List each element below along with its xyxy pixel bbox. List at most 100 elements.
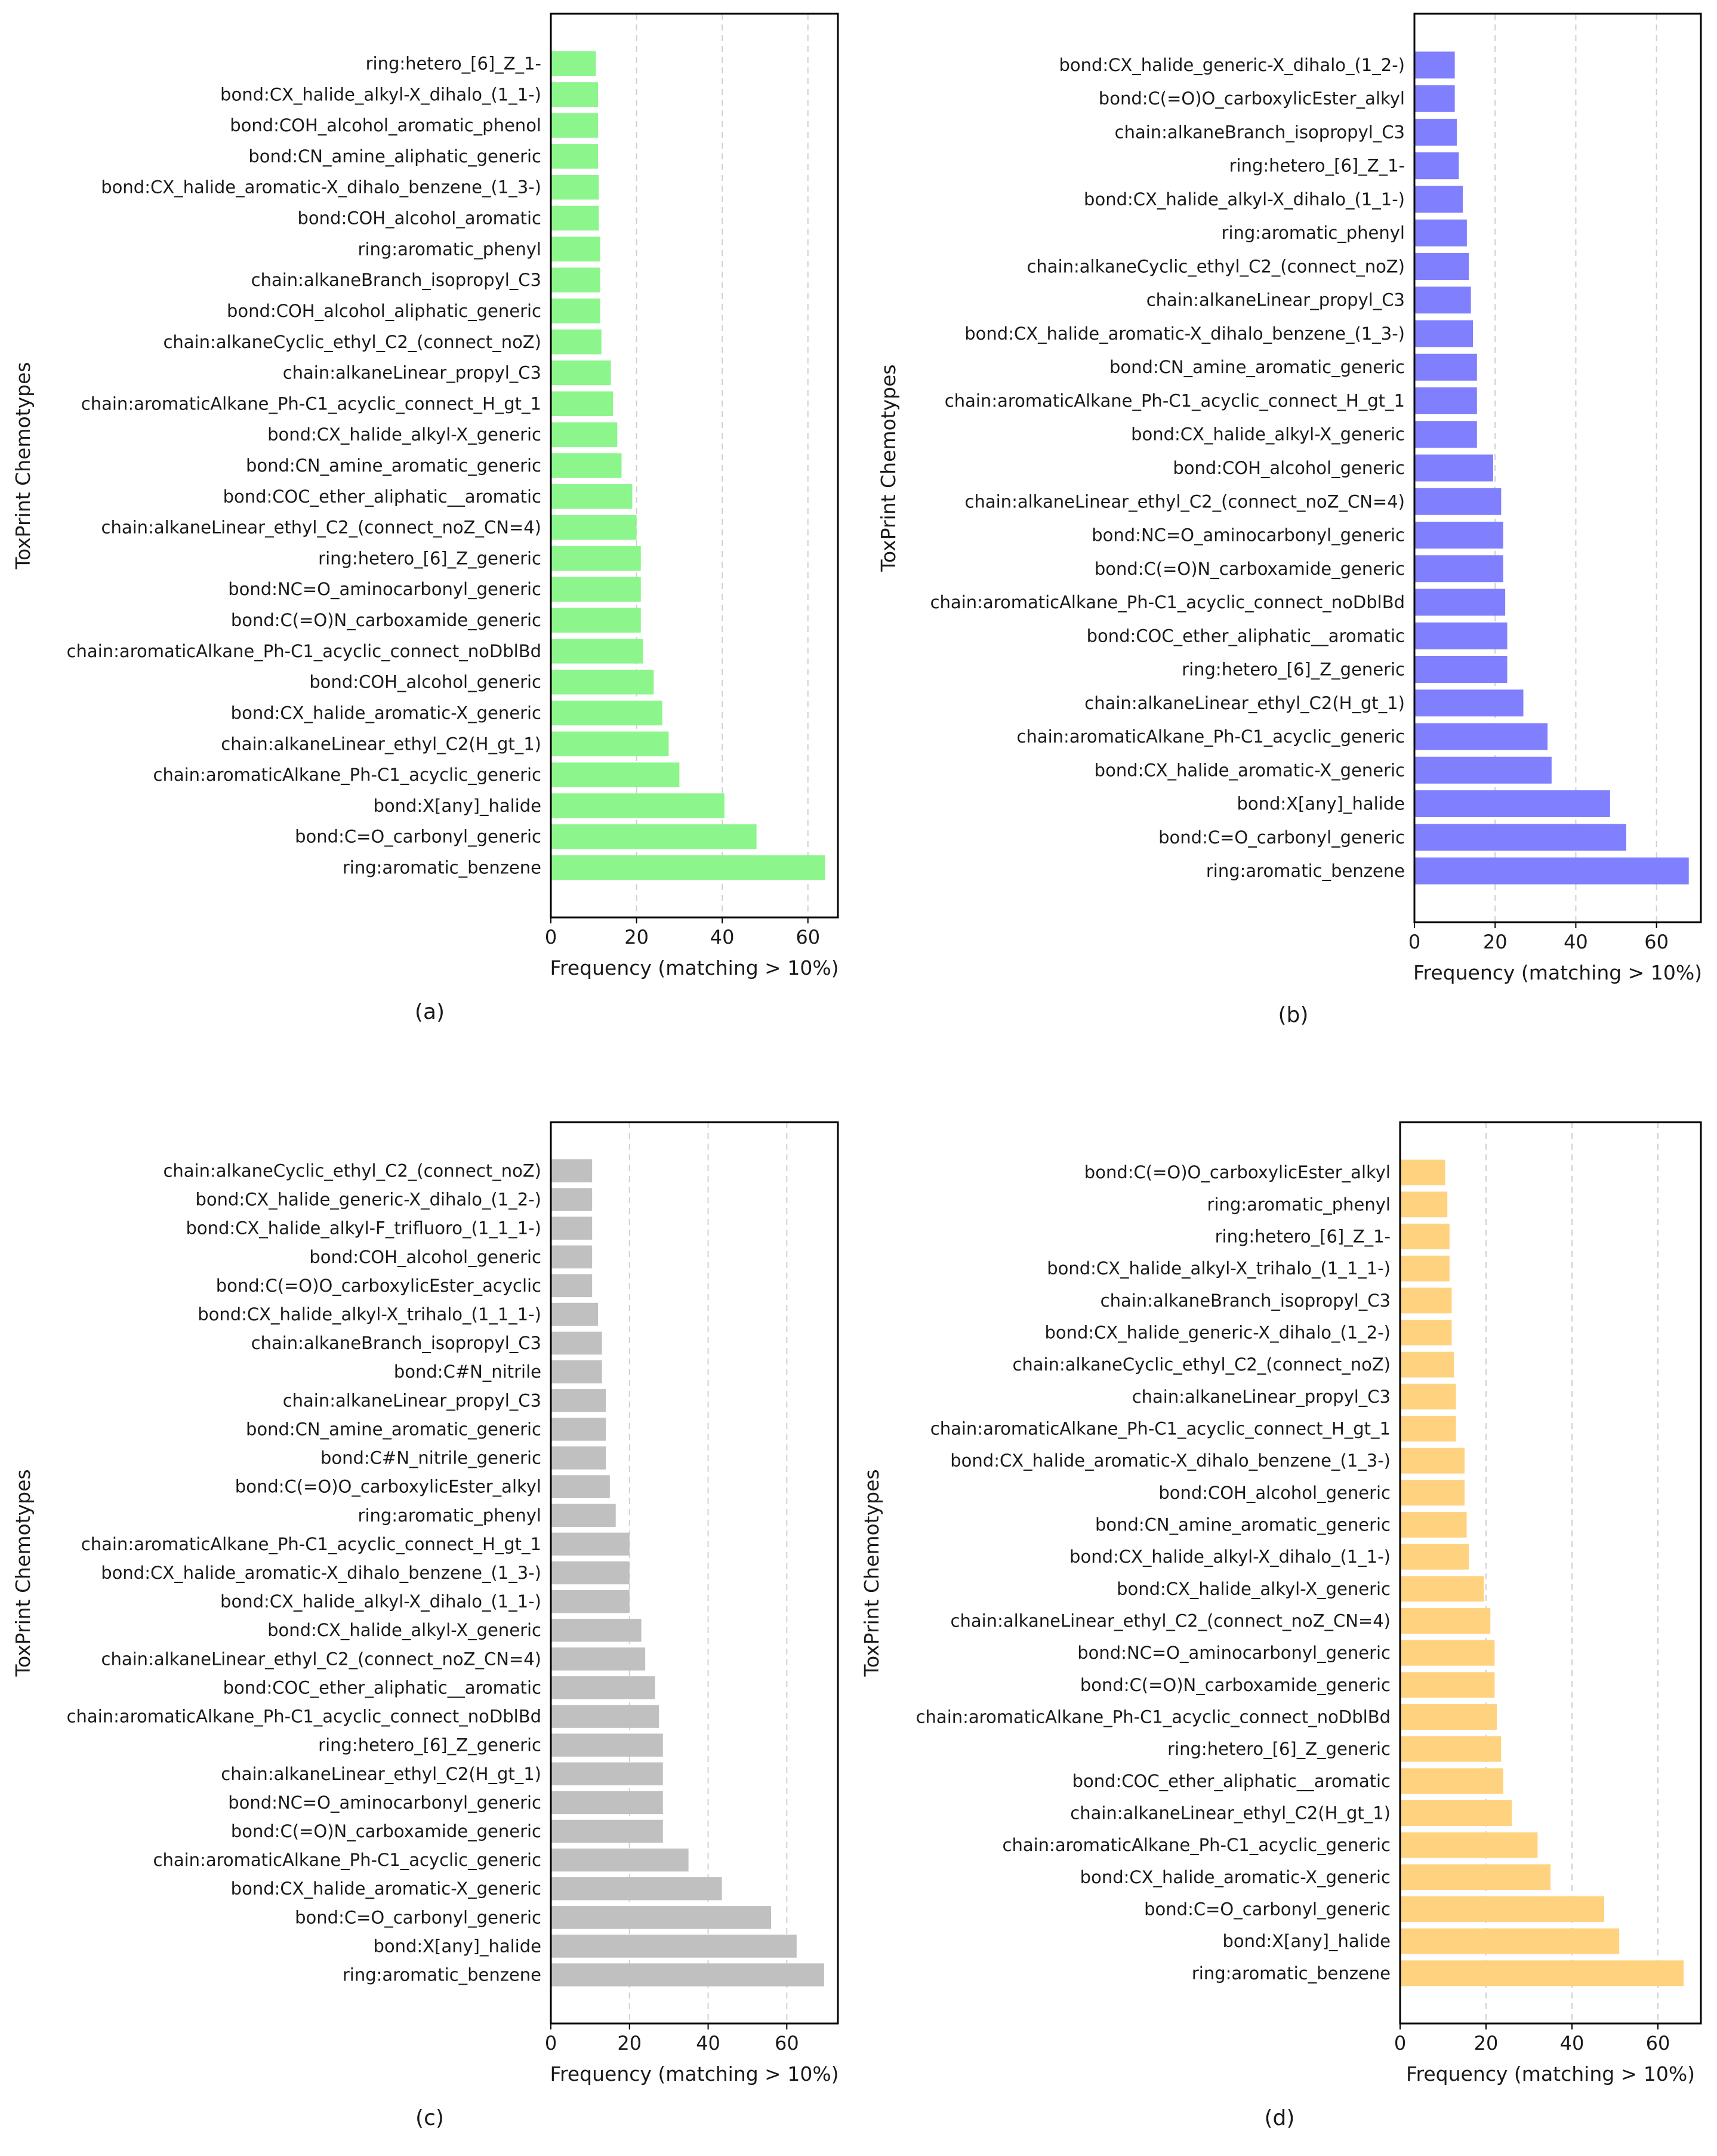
category-label: bond:NC=O_aminocarbonyl_generic <box>228 579 541 599</box>
bar <box>1414 320 1474 347</box>
bar <box>1400 1512 1467 1538</box>
bar <box>1414 387 1477 414</box>
chart-panel-a: ring:hetero_[6]_Z_1- bond:CX_halide_alkyl… <box>11 13 839 1024</box>
category-label: bond:COC_ether_aliphatic__aromatic <box>223 1677 541 1698</box>
axes-frame <box>1399 1121 1702 2025</box>
bar <box>551 1791 663 1815</box>
category-label: bond:C=O_carbonyl_generic <box>295 827 541 847</box>
category-label: chain:aromaticAlkane_Ph-C1_acyclic_gener… <box>1003 1835 1391 1855</box>
category-label: chain:alkaneCyclic_ethyl_C2_(connect_noZ… <box>163 1160 541 1181</box>
bar <box>1414 118 1457 146</box>
bar <box>1400 1768 1503 1794</box>
category-label: bond:C(=O)O_carboxylicEster_alkyl <box>235 1477 541 1497</box>
bar <box>551 360 611 386</box>
bar <box>551 1216 593 1240</box>
y-axis-label: ToxPrint Chemotypes <box>860 1469 883 1677</box>
y-axis-label: ToxPrint Chemotypes <box>11 1469 35 1677</box>
bar <box>1414 756 1552 784</box>
y-axis-label: ToxPrint Chemotypes <box>11 362 35 569</box>
bar <box>551 298 600 324</box>
chart-panel-c: chain:alkaneCyclic_ethyl_C2_(connect_noZ… <box>11 1121 839 2130</box>
bar <box>551 1762 663 1786</box>
bar <box>1400 1864 1550 1890</box>
category-label: bond:CN_amine_aromatic_generic <box>1109 357 1405 377</box>
category-label: chain:alkaneLinear_ethyl_C2_(connect_noZ… <box>101 1649 541 1669</box>
bar <box>551 669 654 695</box>
bar <box>1414 454 1493 482</box>
category-label: chain:alkaneCyclic_ethyl_C2_(connect_noZ… <box>163 332 541 352</box>
bar <box>551 1906 771 1929</box>
bar <box>551 205 599 231</box>
bar <box>551 422 618 447</box>
category-label: bond:C(=O)O_carboxylicEster_alkyl <box>1084 1162 1391 1182</box>
category-label: bond:COH_alcohol_aromatic_phenol <box>230 115 541 135</box>
bar <box>551 515 637 540</box>
bar <box>1400 1544 1469 1570</box>
category-label: bond:CX_halide_alkyl-F_trifluoro_(1_1_1-… <box>186 1218 541 1239</box>
x-axis-label: Frequency (matching > 10%) <box>1413 961 1702 984</box>
bar <box>1414 824 1626 851</box>
category-label: bond:CX_halide_alkyl-X_trihalo_(1_1_1-) <box>198 1304 541 1325</box>
panel-caption: (a) <box>415 1000 445 1024</box>
bar <box>551 1331 602 1355</box>
x-axis-label: Frequency (matching > 10%) <box>550 956 839 980</box>
bar <box>551 1647 646 1671</box>
bar <box>551 1676 655 1699</box>
bar <box>1414 522 1503 549</box>
category-label: bond:CX_halide_alkyl-X_dihalo_(1_1-) <box>1069 1547 1391 1567</box>
x-tick-label: 40 <box>696 2032 720 2055</box>
bar <box>551 1963 824 1986</box>
bar <box>551 639 643 664</box>
category-label: bond:C#N_nitrile_generic <box>320 1448 541 1468</box>
category-label: bond:C#N_nitrile <box>394 1362 541 1382</box>
category-label: chain:aromaticAlkane_Ph-C1_acyclic_gener… <box>1017 726 1405 747</box>
x-tick-label: 20 <box>1474 2032 1499 2055</box>
category-label: ring:aromatic_benzene <box>1192 1963 1391 1983</box>
category-label: bond:CN_amine_aromatic_generic <box>1095 1515 1391 1535</box>
category-label: bond:COH_alcohol_generic <box>1173 458 1405 478</box>
x-tick-label: 0 <box>1408 931 1420 953</box>
category-label: bond:CX_halide_aromatic-X_generic <box>231 703 541 723</box>
x-tick-label: 20 <box>1483 931 1508 953</box>
category-label: bond:COH_alcohol_generic <box>1158 1483 1391 1503</box>
category-label: bond:X[any]_halide <box>1237 794 1405 814</box>
category-label: chain:alkaneLinear_propyl_C3 <box>1146 290 1405 310</box>
category-label: bond:NC=O_aminocarbonyl_generic <box>1077 1643 1391 1663</box>
bar <box>1400 1608 1491 1634</box>
category-label: bond:X[any]_halide <box>1222 1931 1391 1951</box>
y-axis-label: ToxPrint Chemotypes <box>877 364 900 572</box>
bar <box>551 1532 630 1556</box>
bar <box>1400 1576 1484 1602</box>
bar <box>1414 857 1689 885</box>
bar <box>551 546 641 571</box>
category-label: chain:alkaneBranch_isopropyl_C3 <box>251 1333 541 1353</box>
category-label: ring:aromatic_benzene <box>343 858 541 878</box>
category-label: bond:CX_halide_generic-X_dihalo_(1_2-) <box>195 1190 541 1210</box>
category-label: bond:CX_halide_aromatic-X_generic <box>1095 760 1405 780</box>
category-label: bond:CX_halide_alkyl-X_generic <box>1117 1579 1391 1599</box>
chart-panel-b: bond:CX_halide_generic-X_dihalo_(1_2-)bo… <box>877 13 1702 1027</box>
bar <box>1414 656 1508 683</box>
category-label: chain:aromaticAlkane_Ph-C1_acyclic_conne… <box>67 641 541 661</box>
category-label: chain:alkaneCyclic_ethyl_C2_(connect_noZ… <box>1026 256 1405 276</box>
category-label: bond:CX_halide_aromatic-X_generic <box>1080 1867 1391 1887</box>
bar <box>1400 1255 1450 1282</box>
panel-caption: (b) <box>1278 1003 1309 1027</box>
bar <box>551 1360 602 1384</box>
bar <box>1414 219 1467 247</box>
bar <box>1400 1896 1604 1922</box>
category-label: chain:aromaticAlkane_Ph-C1_acyclic_conne… <box>81 1534 541 1554</box>
category-label: ring:aromatic_phenyl <box>1222 223 1405 243</box>
category-label: bond:CN_amine_aliphatic_generic <box>248 146 541 167</box>
category-label: chain:alkaneLinear_propyl_C3 <box>283 363 541 383</box>
category-label: bond:C=O_carbonyl_generic <box>1158 827 1405 848</box>
category-label: bond:CX_halide_aromatic-X_dihalo_benzene… <box>101 177 541 198</box>
bar <box>551 174 599 200</box>
category-label: chain:alkaneBranch_isopropyl_C3 <box>1115 122 1405 142</box>
bar <box>1400 1384 1456 1410</box>
bar <box>1400 1800 1512 1826</box>
category-label: bond:COH_alcohol_generic <box>309 1247 541 1267</box>
x-tick-label: 40 <box>1564 931 1588 953</box>
category-label: bond:CX_halide_alkyl-X_generic <box>267 1620 541 1640</box>
category-label: chain:aromaticAlkane_Ph-C1_acyclic_conne… <box>945 390 1405 411</box>
